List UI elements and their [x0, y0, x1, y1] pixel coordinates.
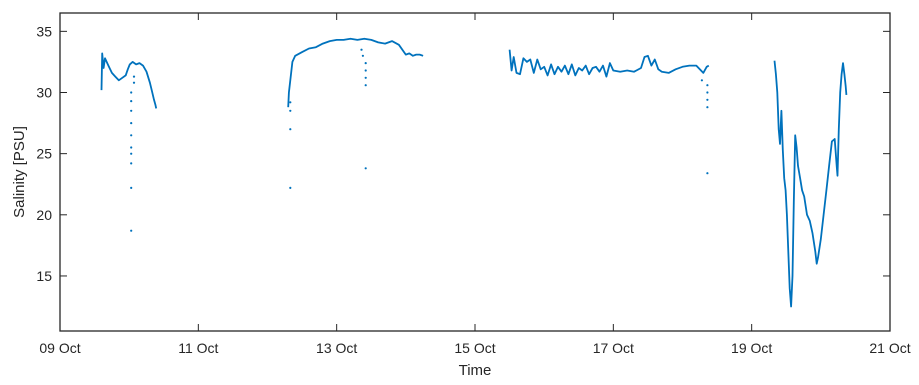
y-tick-label: 20	[36, 207, 52, 223]
y-axis-label: Salinity [PSU]	[11, 126, 28, 218]
series-line-segment-4	[773, 60, 848, 308]
outlier-point	[130, 100, 133, 103]
x-axis-label: Time	[459, 362, 492, 379]
outlier-point	[706, 98, 709, 101]
y-tick-label: 35	[36, 23, 52, 39]
outlier-point	[289, 101, 292, 104]
y-tick-label: 15	[36, 268, 52, 284]
y-tick-label: 30	[36, 85, 52, 101]
series-line-segment-3	[508, 49, 710, 78]
outlier-point	[364, 76, 367, 79]
outlier-point	[364, 84, 367, 87]
outlier-point	[130, 122, 133, 125]
axes-frame	[59, 12, 891, 332]
outlier-point	[364, 167, 367, 170]
y-tick-label: 25	[36, 146, 52, 162]
outlier-point	[130, 186, 133, 189]
x-tick-label: 09 Oct	[39, 340, 80, 356]
outlier-point	[360, 48, 363, 51]
outlier-point	[361, 54, 364, 57]
outlier-point	[130, 229, 133, 232]
x-tick-label: 13 Oct	[316, 340, 357, 356]
outlier-point	[706, 84, 709, 87]
outlier-point	[289, 109, 292, 112]
x-tick-label: 15 Oct	[454, 340, 495, 356]
outlier-point	[706, 172, 709, 175]
outlier-point	[130, 162, 133, 165]
outlier-point	[700, 79, 704, 82]
outlier-point	[706, 91, 709, 94]
outlier-point	[130, 152, 133, 155]
series-line-segment-2	[287, 37, 424, 108]
x-tick-label: 11 Oct	[178, 340, 218, 356]
y-axis-ticks: 15 20 25 30 35	[36, 23, 890, 284]
x-tick-label: 17 Oct	[593, 340, 634, 356]
plot-area	[100, 37, 848, 308]
outlier-point	[130, 134, 133, 137]
outlier-point	[132, 75, 136, 78]
series-line-segment-1	[100, 52, 158, 109]
outlier-point	[130, 146, 133, 149]
outlier-point	[364, 62, 367, 65]
outlier-point	[289, 186, 292, 189]
outlier-point	[130, 91, 133, 94]
x-tick-label: 19 Oct	[731, 340, 772, 356]
outlier-point	[364, 69, 367, 72]
outlier-point	[289, 128, 292, 131]
x-tick-label: 21 Oct	[869, 340, 910, 356]
outlier-point	[130, 109, 133, 112]
outlier-point	[706, 106, 709, 109]
outlier-point	[132, 81, 136, 84]
